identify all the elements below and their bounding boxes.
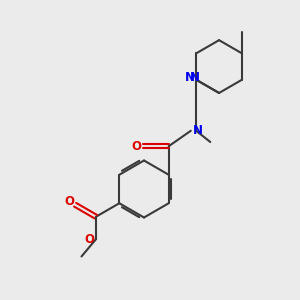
Text: O: O xyxy=(132,140,142,153)
Text: N: N xyxy=(184,71,195,84)
Text: O: O xyxy=(84,233,94,246)
Text: O: O xyxy=(64,195,74,208)
Text: N: N xyxy=(192,124,203,137)
Text: N: N xyxy=(189,71,200,84)
